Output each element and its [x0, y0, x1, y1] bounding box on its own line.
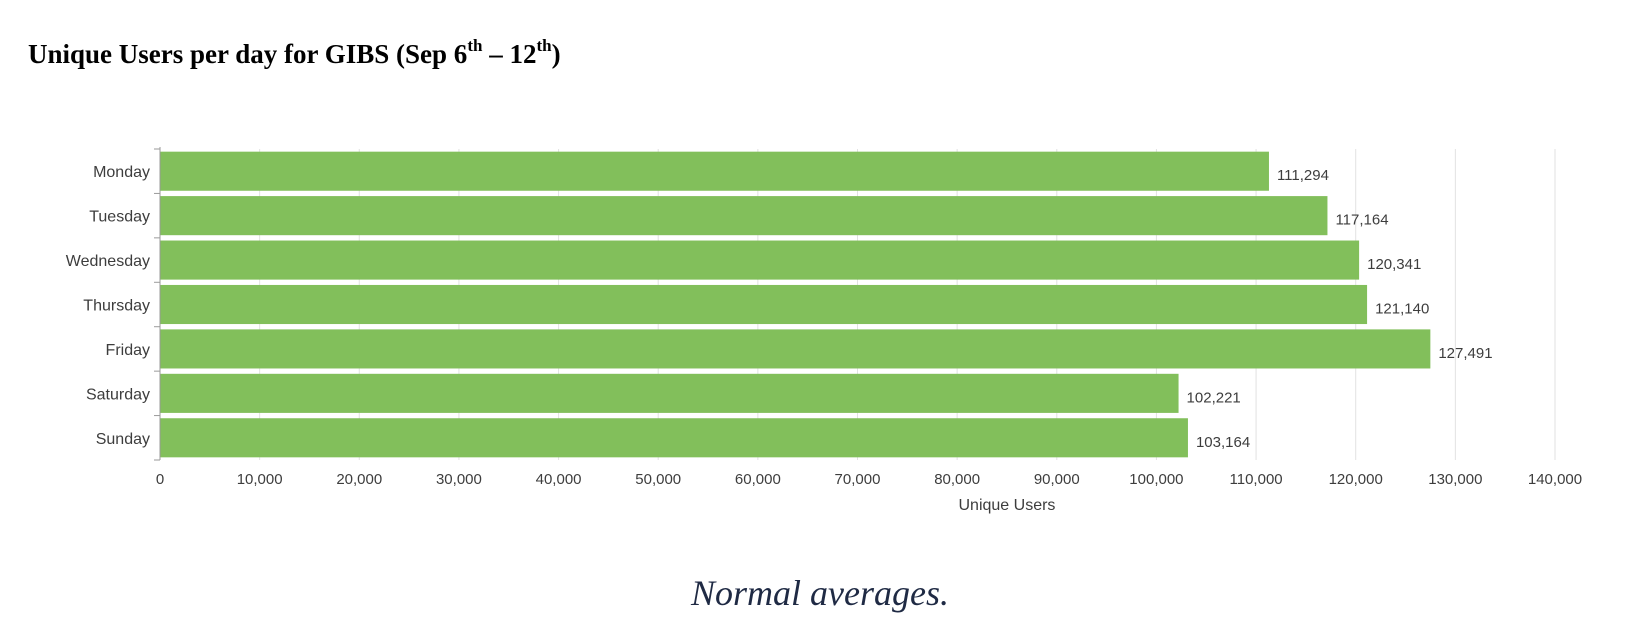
- y-tick-label: Monday: [93, 164, 150, 181]
- bar: [160, 240, 1360, 280]
- data-label: 102,221: [1187, 389, 1241, 406]
- data-label: 120,341: [1367, 256, 1421, 273]
- data-label: 103,164: [1196, 434, 1250, 451]
- x-tick-label: 10,000: [237, 471, 283, 488]
- x-axis-title: Unique Users: [958, 497, 1055, 514]
- y-tick-label: Saturday: [86, 386, 150, 403]
- title-text: Unique Users per day for GIBS (Sep 6: [28, 39, 468, 69]
- page-title: Unique Users per day for GIBS (Sep 6th –…: [28, 36, 561, 70]
- x-tick-label: 130,000: [1428, 471, 1482, 488]
- x-tick-label: 70,000: [835, 471, 881, 488]
- title-text-middle: – 12: [482, 39, 537, 69]
- bar: [160, 151, 1269, 191]
- x-tick-label: 100,000: [1129, 471, 1183, 488]
- bar: [160, 284, 1368, 325]
- x-tick-label: 60,000: [735, 471, 781, 488]
- data-label: 121,140: [1375, 301, 1429, 318]
- title-superscript-end: th: [536, 36, 552, 55]
- data-label: 117,164: [1335, 212, 1388, 229]
- y-tick-label: Sunday: [96, 431, 150, 448]
- x-tick-label: 120,000: [1329, 471, 1383, 488]
- x-tick-label: 0: [156, 471, 164, 488]
- x-tick-label: 80,000: [934, 471, 980, 488]
- x-tick-label: 50,000: [635, 471, 681, 488]
- bar: [160, 196, 1328, 236]
- x-tick-label: 40,000: [536, 471, 582, 488]
- y-tick-label: Thursday: [83, 298, 150, 315]
- x-tick-label: 20,000: [336, 471, 382, 488]
- x-tick-label: 90,000: [1034, 471, 1080, 488]
- y-tick-label: Wednesday: [66, 253, 150, 270]
- title-text-end: ): [551, 39, 561, 69]
- bar: [160, 329, 1431, 369]
- bar: [160, 373, 1179, 413]
- bar: [160, 418, 1188, 458]
- data-label: 111,294: [1277, 167, 1329, 184]
- caption: Normal averages.: [691, 573, 949, 613]
- data-label: 127,491: [1438, 345, 1492, 362]
- y-tick-label: Tuesday: [89, 209, 150, 226]
- x-tick-label: 30,000: [436, 471, 482, 488]
- x-tick-label: 140,000: [1528, 471, 1582, 488]
- x-tick-label: 110,000: [1230, 471, 1283, 488]
- y-tick-label: Friday: [106, 342, 150, 359]
- title-superscript-start: th: [467, 36, 483, 55]
